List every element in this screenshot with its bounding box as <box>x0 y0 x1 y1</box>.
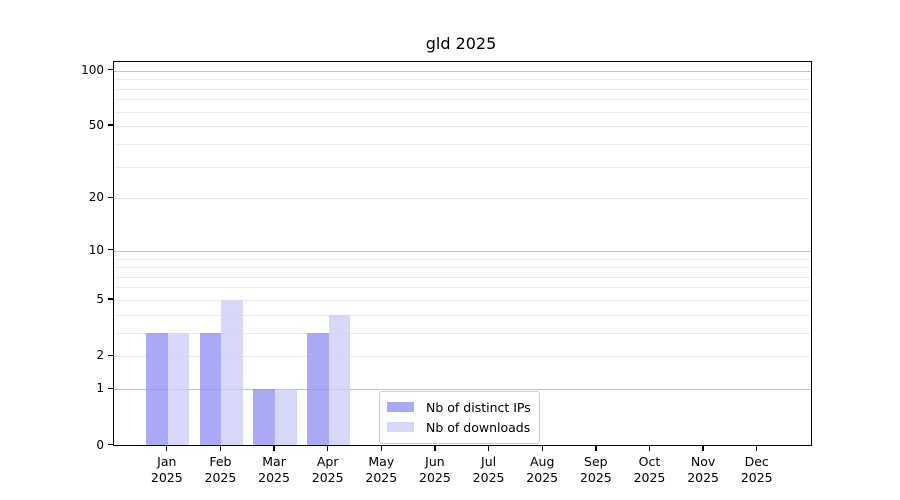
x-tick-mark <box>166 446 168 451</box>
x-tick-mark <box>595 446 597 451</box>
legend-swatch-downloads-icon <box>387 422 414 432</box>
minor-gridline <box>114 79 811 81</box>
minor-gridline <box>114 356 811 358</box>
x-tick-label: Mar 2025 <box>258 453 290 485</box>
x-tick-label: Aug 2025 <box>526 453 559 485</box>
x-tick-mark <box>380 446 382 451</box>
y-tick-mark <box>108 249 113 251</box>
minor-gridline <box>114 258 811 260</box>
x-tick-label: Jun 2025 <box>419 453 451 485</box>
bar-downloads <box>221 299 244 446</box>
x-tick-mark <box>487 446 490 451</box>
y-tick-label: 2 <box>96 348 104 363</box>
legend-swatch-distinct-ips-icon <box>387 402 414 412</box>
minor-gridline <box>114 314 811 316</box>
y-tick-mark <box>108 196 113 198</box>
x-tick-label: Dec 2025 <box>740 453 773 485</box>
x-tick-mark <box>541 446 543 451</box>
y-tick-mark <box>108 354 113 356</box>
legend-label-downloads: Nb of downloads <box>426 419 531 435</box>
x-tick-label: May 2025 <box>365 453 398 485</box>
y-tick-mark <box>108 68 113 71</box>
minor-gridline <box>114 198 811 200</box>
legend-entry-distinct-ips: Nb of distinct IPs <box>380 397 539 417</box>
y-tick-mark <box>108 298 113 300</box>
x-tick-label: Jan 2025 <box>150 453 183 485</box>
y-tick-label: 50 <box>88 118 104 133</box>
bar-distinct-ips <box>307 332 329 446</box>
minor-gridline <box>114 111 811 113</box>
y-tick-label: 20 <box>88 190 104 205</box>
x-tick-mark <box>219 446 222 451</box>
minor-gridline <box>114 126 811 128</box>
minor-gridline <box>114 267 811 269</box>
x-tick-mark <box>273 446 275 451</box>
minor-gridline <box>114 88 811 90</box>
legend: Nb of distinct IPs Nb of downloads <box>379 391 540 444</box>
y-tick-label: 1 <box>96 381 104 396</box>
minor-gridline <box>114 99 811 101</box>
x-tick-label: Jul 2025 <box>472 453 505 485</box>
y-tick-mark <box>108 124 113 126</box>
plot-area <box>113 61 812 446</box>
y-tick-label: 100 <box>81 62 104 77</box>
minor-gridline <box>114 299 811 301</box>
x-tick-mark <box>434 446 436 451</box>
y-tick-label: 10 <box>88 242 104 257</box>
x-tick-mark <box>648 446 651 451</box>
y-tick-label: 5 <box>96 291 104 306</box>
chart-title: gld 2025 <box>425 34 497 53</box>
y-tick-label: 0 <box>96 437 104 452</box>
x-tick-mark <box>702 446 704 451</box>
bar-distinct-ips <box>199 332 222 446</box>
bar-distinct-ips <box>253 389 276 446</box>
minor-gridline <box>114 166 811 168</box>
legend-label-distinct-ips: Nb of distinct IPs <box>426 399 531 415</box>
major-gridline <box>114 70 811 72</box>
legend-entry-downloads: Nb of downloads <box>380 417 539 437</box>
minor-gridline <box>114 287 811 289</box>
minor-gridline <box>114 143 811 145</box>
x-tick-label: Feb 2025 <box>204 453 237 485</box>
minor-gridline <box>114 332 811 334</box>
x-tick-mark <box>326 446 329 451</box>
x-tick-mark <box>756 446 758 451</box>
y-tick-mark <box>108 387 113 389</box>
minor-gridline <box>114 276 811 278</box>
major-gridline <box>114 250 811 252</box>
y-tick-mark <box>108 443 113 446</box>
bar-downloads <box>167 332 190 446</box>
major-gridline <box>114 389 811 391</box>
x-tick-label: Apr 2025 <box>311 453 344 485</box>
x-tick-label: Oct 2025 <box>633 453 666 485</box>
bar-downloads <box>328 314 351 446</box>
bar-distinct-ips <box>146 332 168 446</box>
x-tick-label: Nov 2025 <box>687 453 719 485</box>
x-tick-label: Sep 2025 <box>579 453 612 485</box>
bar-downloads <box>275 389 297 446</box>
